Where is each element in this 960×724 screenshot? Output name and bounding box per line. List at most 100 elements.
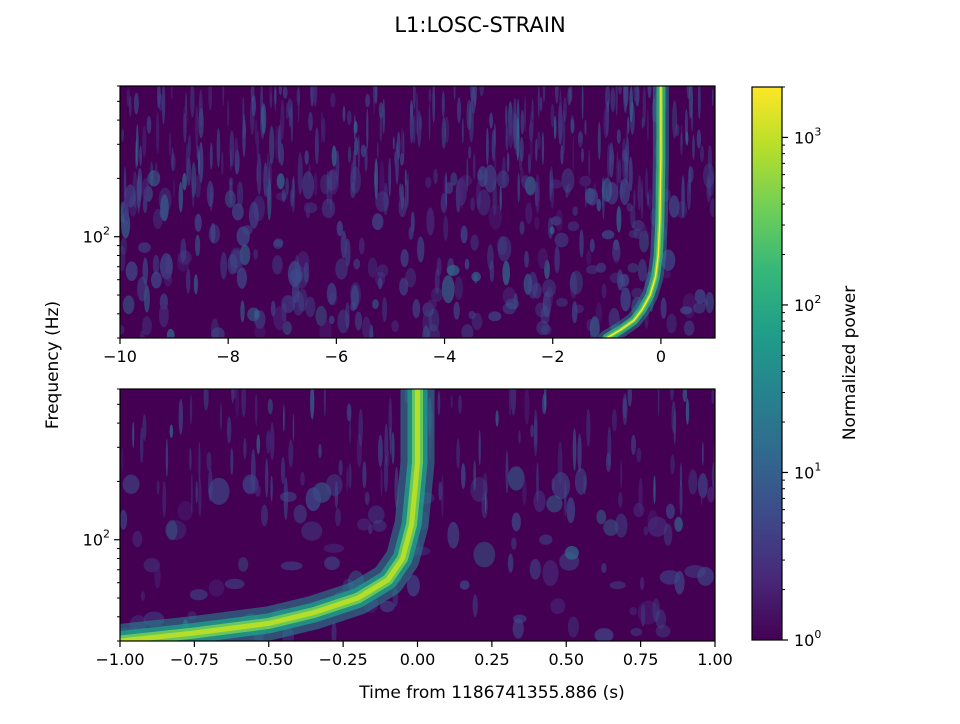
bottom-noise-blob: [346, 466, 349, 492]
top-noise-blob: [692, 134, 695, 160]
bottom-noise-blob: [256, 434, 261, 455]
bottom-noise-blob: [557, 441, 563, 484]
top-noise-blob: [376, 264, 389, 278]
top-noise-blob: [601, 283, 607, 299]
top-noise-blob: [530, 110, 534, 136]
bottom-noise-blob: [208, 579, 225, 597]
top-noise-blob: [410, 99, 414, 118]
top-noise-blob: [639, 230, 649, 253]
bottom-noise-blob: [574, 468, 588, 495]
bottom-noise-blob: [700, 480, 703, 506]
top-noise-blob: [400, 184, 404, 210]
bottom-noise-blob: [511, 512, 521, 532]
bottom-noise-blob: [224, 578, 245, 590]
bottom-noise-blob: [456, 438, 460, 469]
top-noise-blob: [129, 95, 132, 117]
top-noise-blob: [210, 223, 216, 243]
bottom-noise-blob: [288, 439, 294, 468]
top-noise-blob: [579, 229, 584, 258]
bottom-noise-blob: [601, 563, 607, 573]
top-noise-blob: [292, 291, 305, 316]
bottom-noise-blob: [552, 472, 571, 500]
top-noise-blob: [427, 324, 440, 338]
top-noise-blob: [637, 175, 642, 211]
bottom-noise-blob: [518, 430, 521, 444]
top-noise-blob: [200, 142, 203, 182]
top-noise-blob: [142, 125, 147, 158]
top-noise-blob: [570, 115, 574, 135]
top-noise-blob: [601, 230, 615, 240]
top-noise-blob: [270, 300, 276, 317]
bottom-noise-blob: [618, 492, 623, 508]
top-noise-blob: [249, 201, 259, 229]
bottom-noise-blob: [507, 466, 525, 491]
top-noise-blob: [357, 134, 360, 172]
top-noise-blob: [609, 142, 614, 179]
bottom-noise-blob: [178, 398, 183, 435]
top-noise-blob: [709, 198, 715, 218]
top-noise-blob: [360, 144, 366, 158]
bottom-noise-blob: [586, 408, 591, 447]
top-noise-blob: [637, 259, 647, 282]
top-noise-blob: [628, 156, 633, 192]
top-noise-blob: [633, 189, 636, 209]
bottom-noise-blob: [546, 495, 563, 513]
top-noise-blob: [227, 99, 230, 127]
top-noise-blob: [477, 189, 491, 216]
top-noise-blob: [142, 316, 152, 336]
top-noise-blob: [616, 151, 619, 194]
top-x-tick-label: −6: [325, 347, 349, 366]
bottom-noise-blob: [140, 427, 144, 464]
top-noise-blob: [428, 88, 432, 103]
top-noise-blob: [545, 286, 554, 309]
top-noise-blob: [536, 320, 550, 335]
top-noise-blob: [646, 192, 650, 207]
bottom-noise-blob: [349, 419, 351, 445]
top-noise-blob: [378, 102, 384, 119]
top-noise-blob: [401, 127, 403, 157]
top-noise-blob: [173, 179, 176, 198]
top-noise-blob: [431, 287, 443, 302]
bottom-noise-blob: [384, 423, 389, 466]
bottom-noise-blob: [323, 543, 345, 553]
bottom-noise-blob: [670, 454, 675, 475]
bottom-noise-blob: [189, 589, 208, 601]
bottom-chirp-track: [120, 389, 420, 641]
top-noise-blob: [185, 142, 189, 181]
top-noise-blob: [666, 313, 677, 334]
bottom-noise-blob: [633, 502, 645, 518]
top-noise-blob: [157, 86, 161, 109]
top-noise-blob: [161, 86, 166, 125]
bottom-noise-blob: [406, 574, 420, 597]
bottom-noise-blob: [292, 413, 295, 442]
top-noise-blob: [436, 257, 442, 276]
top-spectrogram-panel: −10 −8 −6 −4 −2 0 102: [83, 85, 716, 366]
top-noise-blob: [473, 273, 478, 284]
top-noise-blob: [468, 146, 472, 159]
top-noise-blob: [642, 230, 650, 240]
top-noise-blob: [493, 123, 496, 148]
top-noise-blob: [549, 166, 554, 197]
bottom-noise-blob: [437, 390, 441, 416]
top-noise-blob: [638, 223, 648, 241]
top-noise-blob: [559, 89, 562, 132]
bottom-noise-blob: [230, 448, 234, 475]
top-noise-blob: [329, 169, 333, 212]
top-noise-blob: [629, 86, 633, 123]
colorbar: 100 101 102 103 Normalized power: [751, 86, 860, 650]
bottom-noise-blob: [265, 430, 271, 454]
bottom-x-tick-label: 0.25: [474, 650, 510, 669]
top-noise-blob: [281, 295, 296, 313]
top-noise-blob: [464, 258, 470, 270]
bottom-noise-blob: [447, 521, 460, 549]
top-noise-blob: [146, 116, 152, 134]
top-noise-blob: [375, 191, 390, 212]
top-noise-blob: [216, 128, 221, 168]
top-noise-blob: [453, 301, 460, 320]
top-noise-blob: [519, 136, 524, 162]
bottom-noise-blob: [132, 530, 143, 548]
bottom-noise-blob: [254, 484, 261, 497]
top-noise-blob: [237, 181, 244, 208]
top-noise-blob: [366, 108, 369, 150]
top-noise-blob: [520, 167, 524, 184]
